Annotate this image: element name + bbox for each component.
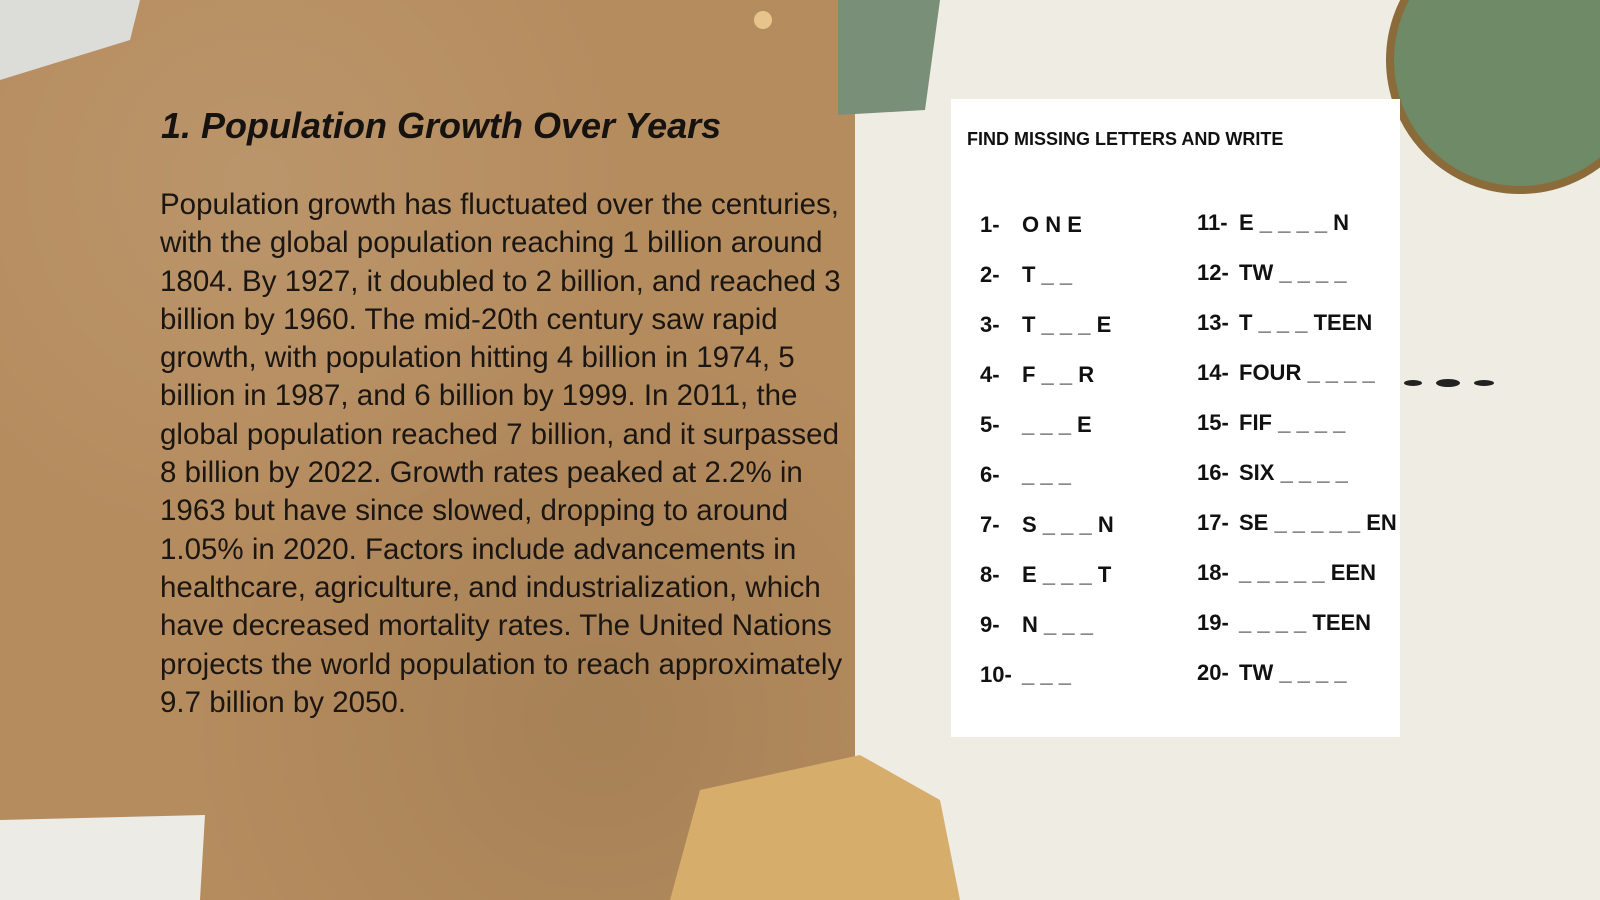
worksheet-item: 18- _ _ _ _ _ EEN	[1197, 560, 1376, 586]
item-number: 11-	[1197, 210, 1228, 235]
item-text: _ _ _	[1022, 462, 1071, 487]
worksheet-item: 15- FIF _ _ _ _	[1197, 410, 1345, 436]
item-number: 9-	[980, 612, 1000, 637]
worksheet-item: 3- T _ _ _ E	[980, 312, 1111, 338]
item-number: 2-	[980, 262, 1000, 287]
worksheet-item: 20- TW _ _ _ _	[1197, 660, 1347, 686]
clock	[1386, 0, 1600, 194]
item-number: 20-	[1197, 660, 1229, 685]
worksheet-item: 12- TW _ _ _ _	[1197, 260, 1347, 286]
item-text: _ _ _ E	[1022, 412, 1092, 437]
item-number: 18-	[1197, 560, 1229, 585]
torn-paper	[0, 815, 205, 900]
item-text: T _ _ _ TEEN	[1239, 310, 1373, 335]
item-text: TW _ _ _ _	[1239, 260, 1347, 285]
item-text: F _ _ R	[1022, 362, 1095, 387]
item-number: 1-	[980, 212, 1000, 237]
item-number: 3-	[980, 312, 1000, 337]
worksheet-item: 13- T _ _ _ TEEN	[1197, 310, 1372, 336]
worksheet-item: 7- S _ _ _ N	[980, 512, 1114, 538]
item-text: N _ _ _	[1022, 612, 1093, 637]
arrow	[1404, 379, 1494, 387]
worksheet-item: 10- _ _ _	[980, 662, 1071, 688]
worksheet-item: 17- SE _ _ _ _ _ EN	[1197, 510, 1397, 536]
item-text: _ _ _ _ _ EEN	[1239, 560, 1376, 585]
worksheet-item: 6- _ _ _	[980, 462, 1071, 488]
item-number: 12-	[1197, 260, 1229, 285]
worksheet-item: 11- E _ _ _ _ N	[1197, 210, 1349, 236]
item-number: 16-	[1197, 460, 1229, 485]
worksheet-item: 5- _ _ _ E	[980, 412, 1092, 438]
item-text: E _ _ _ _ N	[1239, 210, 1350, 235]
item-text: SE _ _ _ _ _ EN	[1239, 510, 1397, 535]
item-number: 6-	[980, 462, 1000, 487]
torn-paper	[670, 755, 960, 900]
item-text: SIX _ _ _ _	[1239, 460, 1348, 485]
worksheet-item: 8- E _ _ _ T	[980, 562, 1111, 588]
item-text: S _ _ _ N	[1022, 512, 1114, 537]
item-number: 17-	[1197, 510, 1229, 535]
item-text: E _ _ _ T	[1022, 562, 1112, 587]
item-text: T _ _	[1022, 262, 1073, 287]
worksheet-item: 14- FOUR _ _ _ _	[1197, 360, 1375, 386]
worksheet-item: 1- O N E	[980, 212, 1082, 238]
item-number: 4-	[980, 362, 1000, 387]
item-text: _ _ _	[1022, 662, 1071, 687]
worksheet-item: 16- SIX _ _ _ _	[1197, 460, 1348, 486]
item-number: 19-	[1197, 610, 1229, 635]
item-number: 5-	[980, 412, 1000, 437]
paper-background	[0, 0, 855, 900]
item-text: TW _ _ _ _	[1239, 660, 1347, 685]
item-text: _ _ _ _ TEEN	[1239, 610, 1372, 635]
item-number: 13-	[1197, 310, 1229, 335]
item-number: 10-	[980, 662, 1012, 687]
item-number: 8-	[980, 562, 1000, 587]
item-number: 14-	[1197, 360, 1229, 385]
worksheet: FIND MISSING LETTERS AND WRITE 1- O N E 2-…	[951, 99, 1400, 737]
item-text: FIF _ _ _ _	[1239, 410, 1346, 435]
item-text: O N E	[1022, 212, 1082, 237]
item-number: 15-	[1197, 410, 1229, 435]
worksheet-item: 4- F _ _ R	[980, 362, 1094, 388]
worksheet-title: FIND MISSING LETTERS AND WRITE	[967, 129, 1284, 149]
tape	[838, 0, 940, 115]
item-text: FOUR _ _ _ _	[1239, 360, 1375, 385]
pin	[754, 11, 772, 29]
worksheet-item: 9- N _ _ _	[980, 612, 1093, 638]
worksheet-item: 2- T _ _	[980, 262, 1072, 288]
slide-title: 1. Population Growth Over Years	[161, 105, 722, 146]
torn-paper	[0, 0, 140, 80]
item-text: T _ _ _ E	[1022, 312, 1112, 337]
worksheet-item: 19- _ _ _ _ TEEN	[1197, 610, 1371, 636]
slide-body: Population growth has fluctuated over th…	[160, 188, 843, 719]
item-number: 7-	[980, 512, 1000, 537]
